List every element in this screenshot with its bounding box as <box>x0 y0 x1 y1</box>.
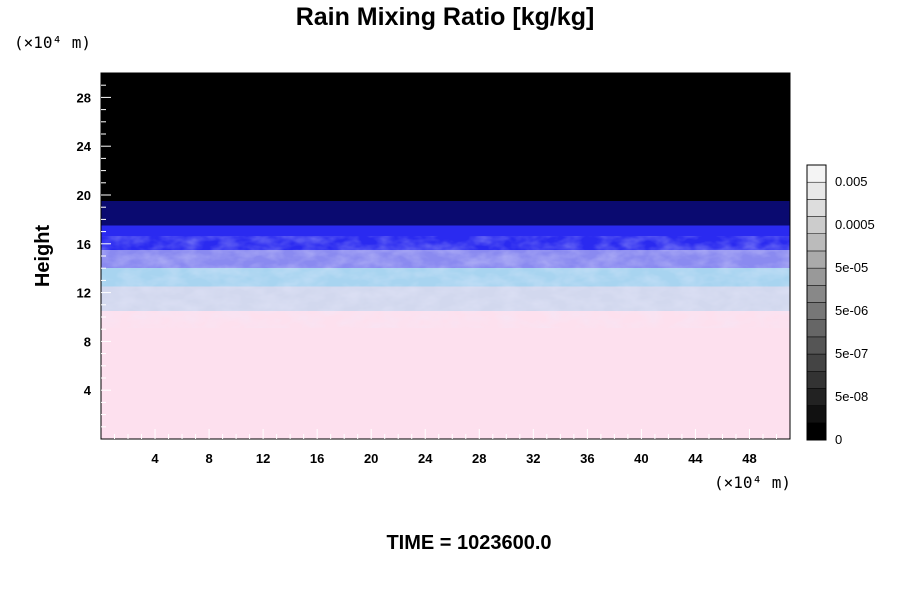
chart-title: Rain Mixing Ratio [kg/kg] <box>296 3 595 31</box>
colorbar-label: 0.005 <box>835 174 868 189</box>
x-tick-label: 36 <box>580 451 594 466</box>
x-tick-label: 16 <box>310 451 324 466</box>
colorbar-cell <box>806 371 827 389</box>
colorbar-cell <box>806 302 827 320</box>
colorbar-cell <box>806 250 827 269</box>
colorbar-frame <box>806 164 827 441</box>
colorbar-label: 5e-05 <box>835 260 868 275</box>
x-tick-label: 24 <box>418 451 433 466</box>
colorbar-label: 5e-06 <box>835 303 868 318</box>
x-tick-label: 44 <box>688 451 703 466</box>
colorbar-cell <box>806 336 827 355</box>
time-label: TIME = 1023600.0 <box>386 532 551 554</box>
colorbar-cell <box>806 181 827 200</box>
colorbar-label: 0 <box>835 432 842 447</box>
x-unit-label: (×10⁴ m) <box>714 473 791 492</box>
colorbar-cell <box>806 388 827 406</box>
x-tick-label: 48 <box>742 451 756 466</box>
colorbar-cell <box>806 267 827 286</box>
y-axis: 4 8 12 16 20 24 28 <box>77 84 111 428</box>
colorbar-label: 0.0005 <box>835 217 875 232</box>
plot-area <box>100 72 791 440</box>
colorbar-cell <box>806 285 827 303</box>
y-tick-label: 24 <box>77 139 92 154</box>
y-unit-label: (×10⁴ m) <box>14 33 91 52</box>
colorbar-cell <box>806 422 827 441</box>
colorbar-cell <box>806 319 827 338</box>
colorbar-cell <box>806 233 827 252</box>
y-tick-label: 20 <box>77 188 91 203</box>
y-tick-label: 12 <box>77 286 91 301</box>
x-tick-label: 20 <box>364 451 378 466</box>
x-tick-label: 4 <box>151 451 159 466</box>
y-tick-label: 28 <box>77 90 91 105</box>
y-axis-label: Height <box>32 225 54 288</box>
heatmap-texture <box>101 236 790 328</box>
y-tick-label: 16 <box>77 237 91 252</box>
x-tick-label: 28 <box>472 451 486 466</box>
x-tick-label: 40 <box>634 451 648 466</box>
x-tick-label: 8 <box>205 451 212 466</box>
colorbar-label: 5e-08 <box>835 389 868 404</box>
x-axis: 4 8 12 16 20 24 28 32 36 40 44 48 <box>114 429 777 466</box>
y-tick-label: 4 <box>84 383 92 398</box>
x-tick-label: 12 <box>256 451 270 466</box>
colorbar: 0 5e-08 5e-07 5e-06 5e-05 0.0005 0.005 <box>806 164 875 447</box>
colorbar-cell <box>806 164 827 183</box>
x-tick-label: 32 <box>526 451 540 466</box>
colorbar-cell <box>806 353 827 372</box>
colorbar-label: 5e-07 <box>835 346 868 361</box>
colorbar-cell <box>806 216 827 234</box>
y-tick-label: 8 <box>84 334 91 349</box>
colorbar-cell <box>806 199 827 217</box>
colorbar-cell <box>806 405 827 424</box>
